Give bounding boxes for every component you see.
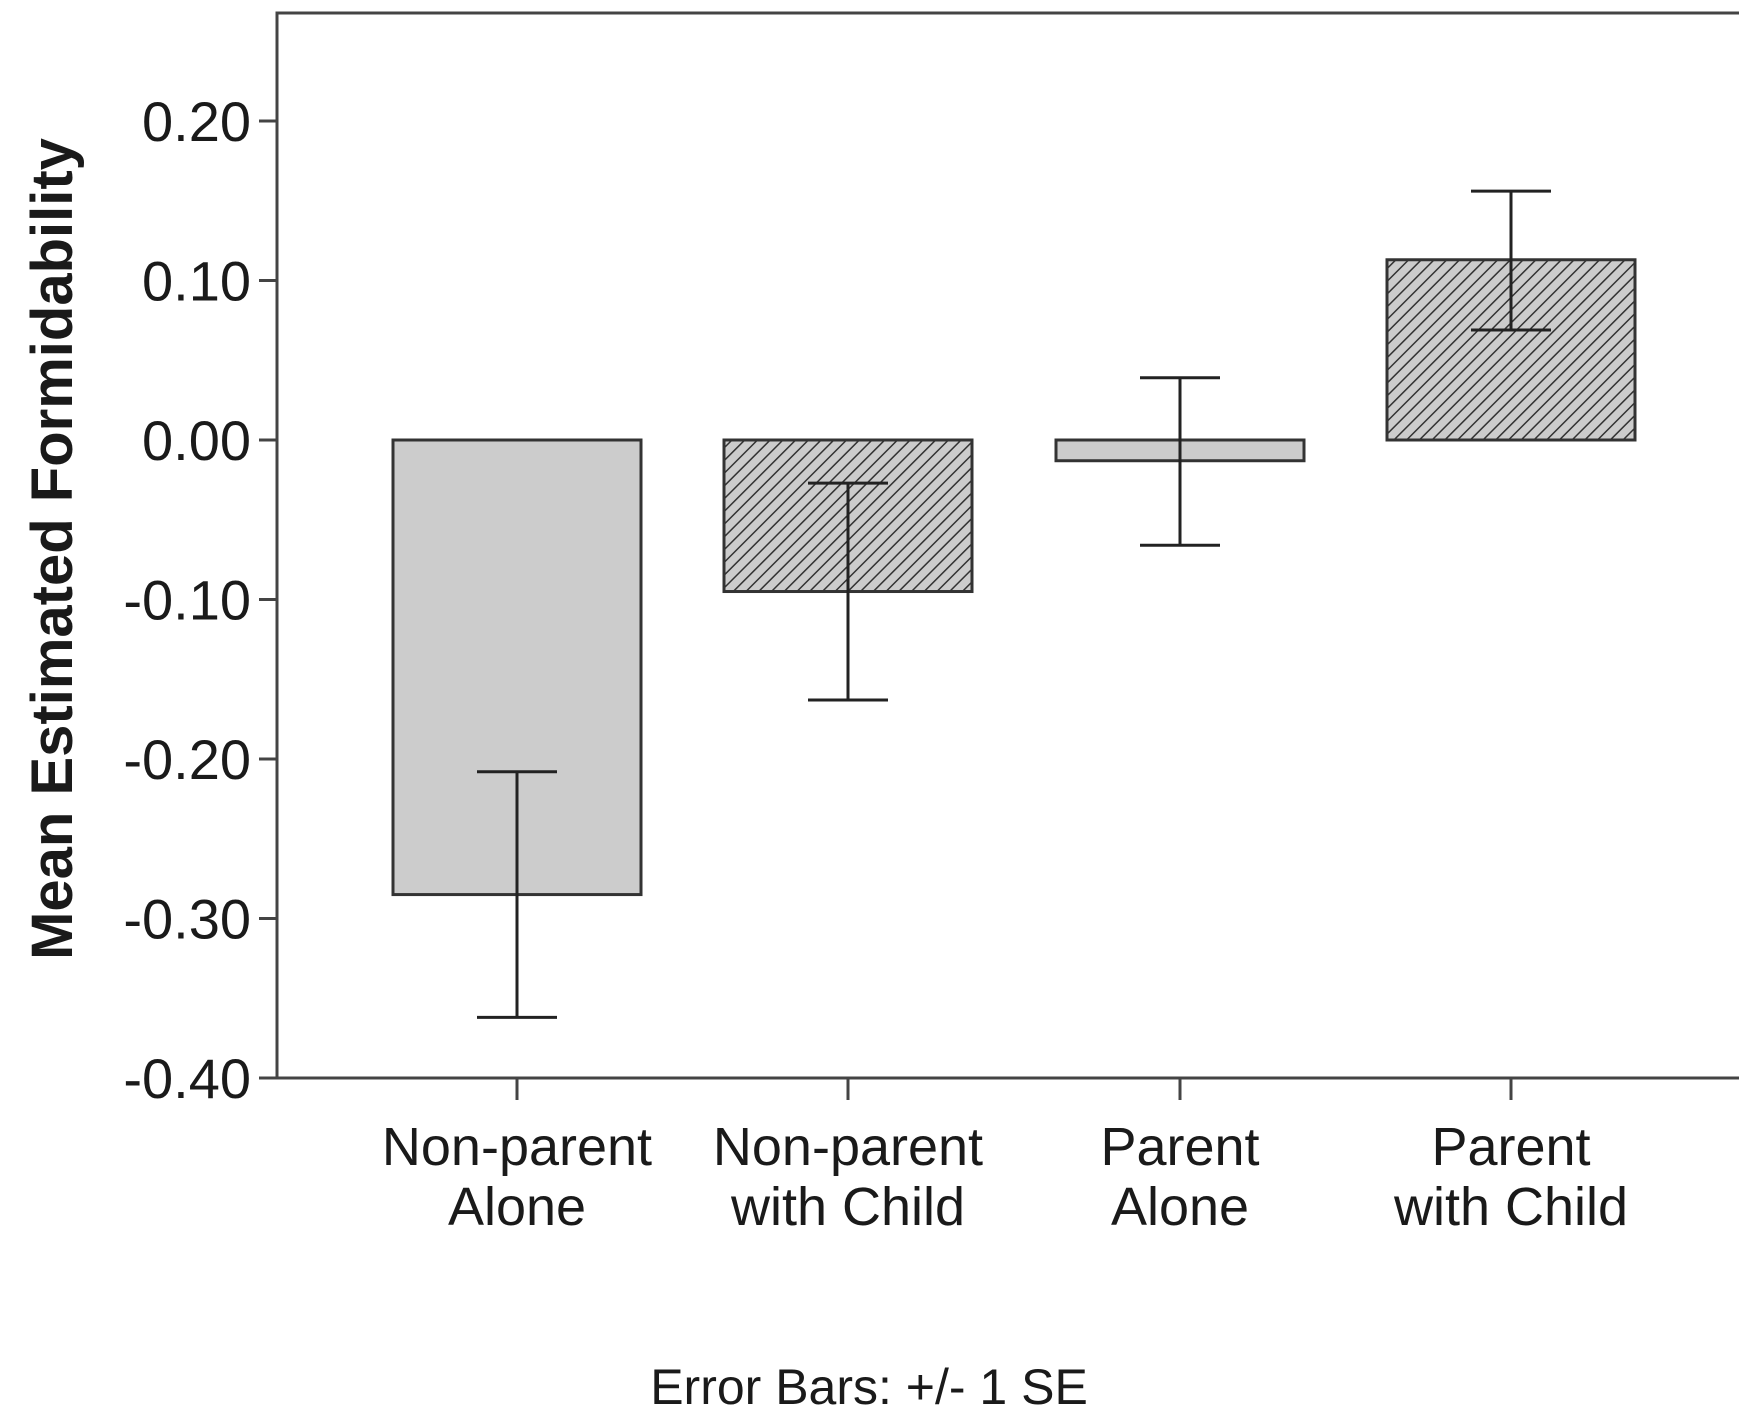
y-tick-label: -0.30 [123,888,251,951]
x-tick-label-line1: Parent [1100,1117,1259,1177]
y-tick-label: -0.10 [123,569,251,632]
y-tick-label: 0.00 [142,409,251,472]
y-axis-title: Mean Estimated Formidability [20,138,85,960]
y-tick-label: 0.20 [142,90,251,153]
y-tick-label: -0.40 [123,1047,251,1110]
error-bar-3 [1140,376,1220,547]
y-tick-label: 0.10 [142,250,251,313]
axes [275,11,1739,1080]
x-tick-label-line2: Alone [448,1177,586,1237]
x-tick-label-line1: Non-parent [382,1117,652,1177]
bars [391,258,1637,897]
x-tick-label-line2: Alone [1111,1177,1249,1237]
x-tick-label-line2: with Child [730,1177,965,1237]
plot-frame [275,11,1739,1080]
error-bar-2 [808,481,888,702]
error-bars-footnote: Error Bars: +/- 1 SE [650,1359,1088,1414]
error-bar-4 [1471,189,1551,332]
y-tick-label: -0.20 [123,728,251,791]
x-tick-label-line2: with Child [1393,1177,1628,1237]
error-bar-1 [477,770,557,1019]
error-bars [477,189,1551,1019]
y-axis: 0.20 0.10 0.00 -0.10 -0.20 -0.30 -0.40 [123,90,277,1110]
x-tick-label-line1: Parent [1431,1117,1590,1177]
x-tick-label-line1: Non-parent [713,1117,983,1177]
